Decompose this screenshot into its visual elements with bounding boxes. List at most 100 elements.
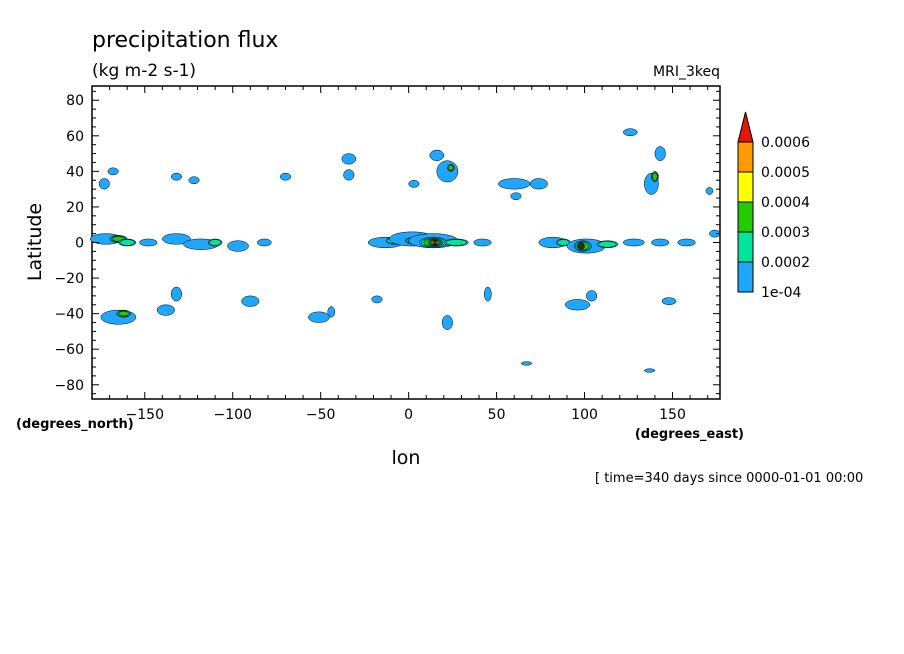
contour-fill-level-1 (98, 178, 110, 190)
contour-region (188, 176, 200, 185)
colorbar-swatch (737, 231, 754, 263)
contour-fill-level-1 (661, 297, 677, 305)
contour-region (709, 229, 721, 238)
contour-region (408, 180, 420, 188)
y-tick-label: −60 (54, 342, 84, 358)
contour-fill-level-2 (119, 239, 135, 246)
contour-region (170, 286, 182, 302)
contour-fill-level-1 (162, 233, 191, 245)
contour-region (651, 171, 659, 183)
contour-region (207, 238, 223, 247)
contour-fill-level-1 (651, 238, 670, 247)
colorbar-level-label: 0.0004 (761, 195, 810, 211)
x-tick-label: 100 (571, 407, 598, 423)
x-tick-label: −100 (214, 407, 252, 423)
contour-region (564, 299, 591, 311)
model-label: MRI_3keq (653, 64, 720, 80)
contour-region (644, 368, 656, 373)
contour-fill-level-3 (652, 172, 658, 181)
chart-units: (kg m-2 s-1) (92, 61, 196, 81)
contour-region (520, 361, 533, 366)
contour-region (498, 178, 531, 190)
x-tick-label: −150 (126, 407, 164, 423)
contour-fills (89, 128, 721, 373)
contour-fill-level-1 (257, 238, 272, 247)
contour-fill-level-1 (586, 290, 598, 302)
x-axis-ticks: −150 −100 −50 0 50 100 150 (109, 86, 709, 423)
y-tick-label: −40 (54, 307, 84, 323)
contour-region (705, 187, 714, 195)
contour-region (341, 153, 357, 165)
contour-region (139, 238, 158, 247)
contour-fill-level-1 (170, 286, 182, 302)
contour-fill-level-1 (622, 238, 645, 247)
plot-area (89, 85, 721, 400)
contour-region (441, 315, 453, 330)
contour-fill-level-1 (529, 178, 548, 190)
contour-region (596, 240, 619, 249)
contour-fill-level-1 (654, 146, 666, 161)
contour-fill-level-2 (208, 239, 222, 246)
contour-region (162, 233, 191, 245)
contour-region (227, 240, 249, 252)
contour-fill-level-1 (227, 240, 249, 252)
colorbar-level-label: 0.0002 (761, 255, 810, 271)
contour-region (577, 242, 585, 250)
x-axis-units: (degrees_east) (635, 427, 744, 442)
y-axis-ticks: 80 60 40 20 0 −20 −40 −60 −80 (54, 90, 720, 395)
contour-fill-level-1 (441, 315, 453, 330)
contour-region (327, 306, 336, 318)
contour-region (510, 192, 522, 201)
y-tick-label: −20 (54, 271, 84, 287)
contour-region (661, 297, 677, 305)
contour-fill-level-1 (484, 286, 492, 302)
contour-fill-level-3 (118, 310, 129, 317)
contour-fill-level-1 (188, 176, 200, 185)
contour-fill-level-1 (436, 160, 459, 183)
contour-region (484, 286, 492, 302)
contour-region (107, 167, 119, 176)
contour-region (436, 160, 459, 183)
colorbar-level-label: 0.0006 (761, 135, 810, 151)
contour-fill-level-1 (279, 172, 292, 181)
contour-region (529, 178, 548, 190)
contour-region (371, 295, 383, 304)
contour-fill-level-1 (341, 153, 357, 165)
contour-region (677, 238, 696, 247)
x-tick-label: −50 (306, 407, 336, 423)
y-tick-label: −80 (54, 378, 84, 394)
contour-region (443, 238, 469, 247)
contour-fill-level-1 (429, 149, 445, 161)
contour-fill-level-1 (644, 368, 656, 373)
y-tick-label: 40 (66, 164, 84, 180)
contour-fill-level-2 (445, 239, 467, 246)
colorbar-level-label: 0.0003 (761, 225, 810, 241)
contour-region (343, 169, 355, 181)
x-tick-label: 150 (659, 407, 686, 423)
contour-fill-level-1 (622, 128, 638, 137)
contour-region (651, 238, 670, 247)
contour-fill-level-2 (598, 241, 617, 248)
contour-region (118, 238, 137, 247)
y-tick-label: 20 (66, 200, 84, 216)
contour-region (427, 238, 443, 247)
contour-fill-level-6 (579, 244, 583, 248)
contour-region (241, 295, 260, 307)
contour-fill-level-1 (343, 169, 355, 181)
contour-region (429, 149, 445, 161)
contour-region (279, 172, 292, 181)
contour-fill-level-1 (510, 192, 522, 201)
y-axis-units: (degrees_north) (16, 417, 134, 432)
x-tick-label: 50 (488, 407, 506, 423)
time-label: [ time=340 days since 0000-01-01 00:00 (595, 471, 863, 486)
contour-region (622, 238, 645, 247)
contour-region (473, 238, 492, 247)
contour-fill-level-1 (564, 299, 591, 311)
contour-region (257, 238, 272, 247)
chart-title: precipitation flux (92, 28, 278, 53)
y-tick-label: 60 (66, 129, 84, 145)
contour-fill-level-1 (139, 238, 158, 247)
contour-fill-level-1 (709, 229, 721, 238)
contour-fill-level-1 (241, 295, 260, 307)
